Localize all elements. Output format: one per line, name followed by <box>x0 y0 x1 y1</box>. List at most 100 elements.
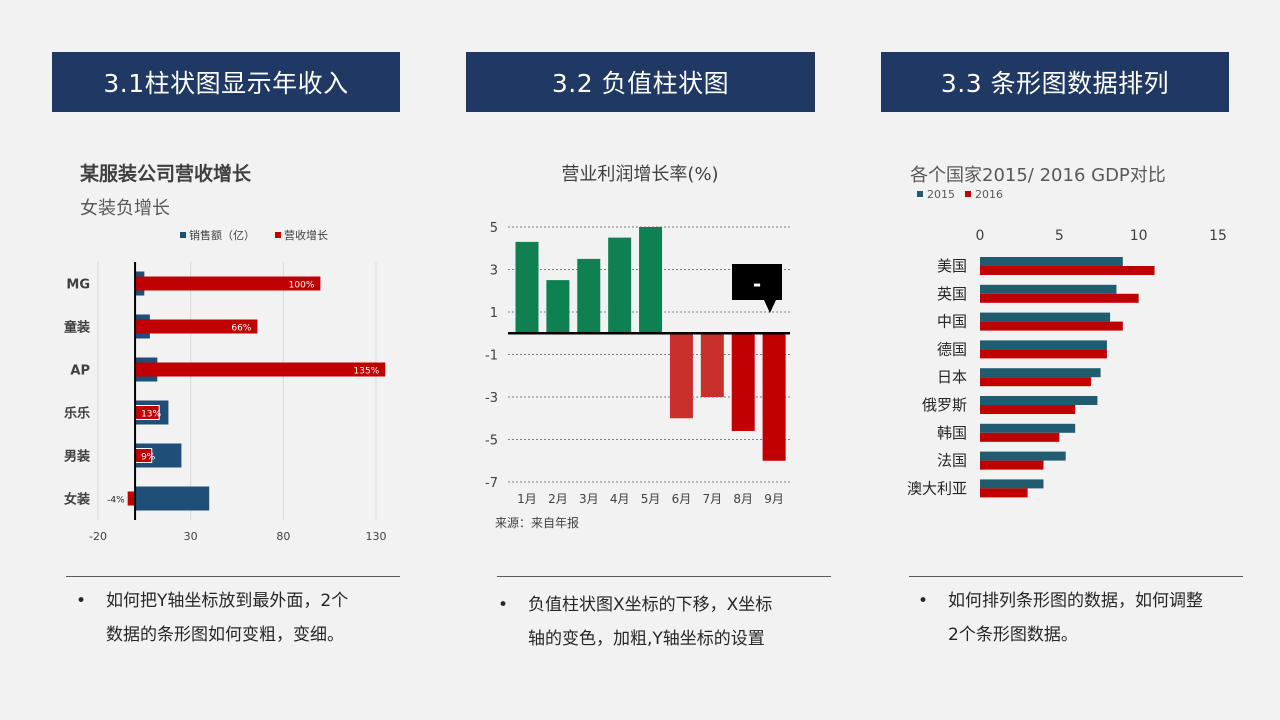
chart2-bar-5 <box>669 333 693 419</box>
chart3-category-4: 日本 <box>937 368 967 386</box>
chart3-xtick-2: 10 <box>1130 228 1148 244</box>
chart3-bar-2016-5 <box>980 405 1076 414</box>
chart1-category-5: 女装 <box>64 492 90 508</box>
chart2-bar-3 <box>608 237 632 334</box>
chart2-bar-0 <box>515 241 539 334</box>
note-3-line-1: 如何排列条形图的数据，如何调整 <box>948 591 1203 611</box>
chart3-xtick-0: 0 <box>976 228 985 244</box>
chart1-category-2: AP <box>70 364 90 379</box>
chart3-bar-2015-3 <box>980 340 1107 350</box>
chart2-bar-7 <box>731 333 755 431</box>
note-3-bullet: • <box>918 591 929 611</box>
chart1-legend-swatch-sales <box>180 232 186 238</box>
chart3-category-8: 澳大利亚 <box>907 479 967 497</box>
section-banner-2: 3.2 负值柱状图 <box>466 52 815 112</box>
note-1: • 如何把Y轴坐标放到最外面，2个 数据的条形图如何变粗，变细。 <box>76 584 416 664</box>
chart3-bar-2015-2 <box>980 312 1111 322</box>
chart2-xtick-8: 9月 <box>764 492 784 506</box>
note-2-line-2: 轴的变色，加粗,Y轴坐标的设置 <box>528 629 765 649</box>
chart2-xtick-3: 4月 <box>610 492 630 506</box>
chart1-xtick-2: 80 <box>276 530 290 543</box>
chart3-bar-2015-1 <box>980 284 1117 294</box>
chart2-xtick-2: 3月 <box>579 492 599 506</box>
chart2-ytick-6: -7 <box>485 476 498 491</box>
chart1-bar-growth-0 <box>135 276 321 291</box>
chart1-category-1: 童装 <box>64 320 90 336</box>
chart3-xtick-1: 5 <box>1055 228 1064 244</box>
chart3-bar-2015-4 <box>980 368 1101 378</box>
chart1-xtick-1: 30 <box>184 530 198 543</box>
chart2-xtick-7: 8月 <box>733 492 753 506</box>
note-3: • 如何排列条形图的数据，如何调整 2个条形图数据。 <box>918 584 1258 664</box>
chart2-ytick-3: -1 <box>485 349 498 364</box>
chart1-legend-sales: 销售额（亿） <box>189 228 255 242</box>
chart3-bar-2015-7 <box>980 451 1066 461</box>
separator-3 <box>909 576 1243 577</box>
chart1-category-0: MG <box>66 278 90 293</box>
note-1-line-1: 如何把Y轴坐标放到最外面，2个 <box>106 591 349 611</box>
chart1-bar-growth-5 <box>127 491 136 506</box>
note-3-line-2: 2个条形图数据。 <box>948 625 1078 645</box>
chart3-bar-2016-0 <box>980 266 1155 275</box>
chart2-ytick-4: -3 <box>485 391 498 406</box>
chart3-category-0: 美国 <box>937 257 967 275</box>
chart1-legend-growth: 营收增长 <box>284 228 328 242</box>
chart1-subtitle: 女装负增长 <box>80 198 170 219</box>
chart2-xtick-4: 5月 <box>641 492 661 506</box>
chart3-bar-2015-8 <box>980 479 1044 489</box>
note-2-bullet: • <box>498 595 509 615</box>
chart3-bar-2016-1 <box>980 293 1139 303</box>
note-2-line-1: 负值柱状图X坐标的下移，X坐标 <box>528 595 773 615</box>
chart2-ytick-5: -5 <box>485 434 498 449</box>
chart3-bar-2015-6 <box>980 423 1076 433</box>
chart1-title: 某服装公司营收增长 <box>80 162 252 185</box>
chart2-bar-1 <box>546 280 570 334</box>
chart3-bar-2016-6 <box>980 432 1060 442</box>
chart3-legend-2016: 2016 <box>975 188 1003 201</box>
chart1-bar-growth-1 <box>135 319 258 334</box>
chart1-bar-growth-2 <box>135 362 386 377</box>
chart3-legend-2015: 2015 <box>927 188 955 201</box>
chart3-bar-2016-4 <box>980 377 1092 387</box>
chart3-legend-swatch-2016 <box>965 191 971 197</box>
chart1-legend-swatch-growth <box>275 232 281 238</box>
chart3-category-7: 法国 <box>937 452 967 470</box>
chart2-ytick-0: 5 <box>490 221 498 236</box>
chart3-bar-2016-3 <box>980 349 1107 359</box>
chart2-xtick-1: 2月 <box>548 492 568 506</box>
chart2-bar-2 <box>577 258 601 334</box>
chart3-category-1: 英国 <box>937 285 967 303</box>
chart2-xtick-0: 1月 <box>517 492 537 506</box>
chart1-category-3: 乐乐 <box>64 406 90 422</box>
chart3-category-3: 德国 <box>937 340 967 358</box>
chart1-label-2: 135% <box>354 367 380 377</box>
chart1-bar-sales-5 <box>135 486 210 511</box>
chart3-xtick-3: 15 <box>1209 228 1227 244</box>
chart1-label-5: -4% <box>107 496 125 506</box>
chart3-bar-2015-0 <box>980 257 1123 266</box>
chart1-label-4: 9% <box>141 453 156 463</box>
chart2-xtick-6: 7月 <box>703 492 723 506</box>
note-1-bullet: • <box>76 591 87 611</box>
chart3-category-6: 韩国 <box>937 424 967 442</box>
chart2-ytick-2: 1 <box>490 306 498 321</box>
chart3-bar-2016-7 <box>980 460 1044 470</box>
chart2-callout-bubble <box>732 264 782 313</box>
note-2: • 负值柱状图X坐标的下移，X坐标 轴的变色，加粗,Y轴坐标的设置 <box>498 588 838 668</box>
chart1-xtick-3: 130 <box>366 530 387 543</box>
chart1-label-0: 100% <box>289 281 315 291</box>
chart2-ytick-1: 3 <box>490 264 498 279</box>
chart2-xtick-5: 6月 <box>672 492 692 506</box>
section-banner-3: 3.3 条形图数据排列 <box>881 52 1229 112</box>
chart2-callout-text: - <box>753 272 761 296</box>
note-1-line-2: 数据的条形图如何变粗，变细。 <box>106 625 344 645</box>
chart2-source: 来源：来自年报 <box>495 515 579 530</box>
chart2-bar-4 <box>639 227 663 334</box>
chart3-bar-2015-5 <box>980 396 1098 405</box>
chart2-title: 营业利润增长率(%) <box>561 164 718 185</box>
chart3-bar-2016-2 <box>980 321 1123 331</box>
chart3-category-5: 俄罗斯 <box>922 396 967 414</box>
section-banner-1: 3.1柱状图显示年收入 <box>52 52 400 112</box>
chart1-xtick-0: -20 <box>89 530 107 543</box>
chart2-bar-8 <box>762 333 786 461</box>
